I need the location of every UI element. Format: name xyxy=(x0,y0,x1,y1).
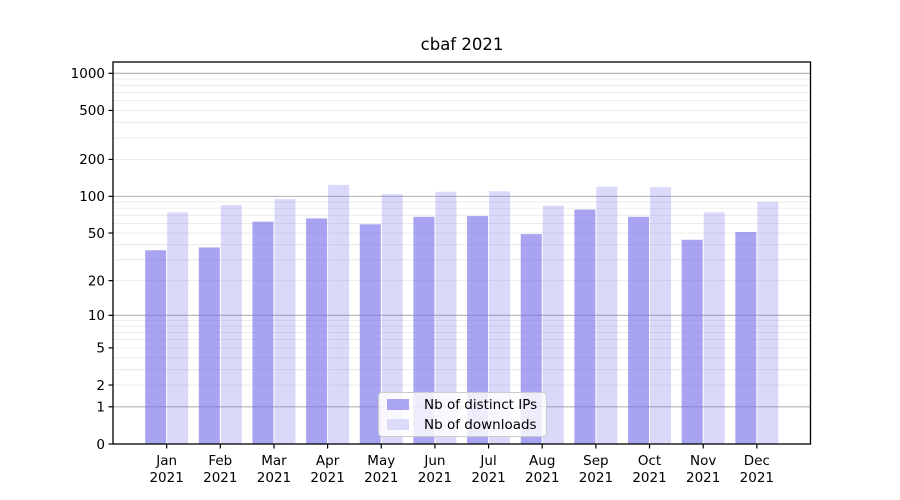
x-tick-label-year: 2021 xyxy=(686,470,720,486)
bar-distinct-ips xyxy=(628,216,650,444)
bar-downloads xyxy=(167,212,189,444)
bar-distinct-ips xyxy=(145,250,167,444)
bar-distinct-ips xyxy=(252,221,274,444)
bar-downloads xyxy=(757,201,779,444)
x-tick-label-year: 2021 xyxy=(418,470,452,486)
y-tick-label: 20 xyxy=(88,273,105,289)
x-tick-label: Jun xyxy=(423,453,445,469)
bar-distinct-ips xyxy=(467,216,489,444)
y-tick-label: 2 xyxy=(96,378,105,394)
bar-downloads xyxy=(328,184,350,444)
x-tick-label-year: 2021 xyxy=(525,470,559,486)
x-tick-label-year: 2021 xyxy=(471,470,505,486)
y-tick-label: 500 xyxy=(79,103,105,119)
bar-distinct-ips xyxy=(520,234,542,444)
bar-distinct-ips xyxy=(574,209,596,444)
x-tick-label: Dec xyxy=(744,453,770,469)
bar-distinct-ips xyxy=(681,239,703,444)
x-tick-label: Feb xyxy=(208,453,232,469)
bar-downloads xyxy=(596,186,618,445)
x-tick-label-year: 2021 xyxy=(257,470,291,486)
x-tick-label: May xyxy=(367,453,395,469)
bar-distinct-ips xyxy=(413,216,435,444)
bar-downloads xyxy=(220,204,242,444)
legend-label: Nb of downloads xyxy=(424,416,537,433)
y-tick-label: 50 xyxy=(88,226,105,242)
y-tick-label: 1000 xyxy=(71,66,105,82)
bar-distinct-ips xyxy=(359,224,381,444)
bar-downloads xyxy=(703,212,725,444)
x-tick-label-year: 2021 xyxy=(149,470,183,486)
x-tick-label: Oct xyxy=(638,453,661,469)
legend-swatch-distinct-ips xyxy=(387,399,409,410)
legend: Nb of distinct IPs Nb of downloads xyxy=(378,392,547,437)
y-tick-label: 200 xyxy=(79,152,105,168)
chart-title: cbaf 2021 xyxy=(420,35,504,54)
bar-downloads xyxy=(650,187,672,444)
bar-downloads xyxy=(489,191,511,444)
x-tick-label: Aug xyxy=(529,453,555,469)
y-tick-label: 5 xyxy=(96,341,105,357)
bar-distinct-ips xyxy=(306,218,328,444)
legend-item: Nb of downloads xyxy=(387,417,538,433)
bar-distinct-ips xyxy=(198,247,220,444)
x-tick-label: Mar xyxy=(261,453,287,469)
bar-downloads xyxy=(274,199,296,444)
legend-item: Nb of distinct IPs xyxy=(387,397,538,413)
x-tick-label: Jan xyxy=(155,453,177,469)
x-tick-label: Jul xyxy=(479,453,496,469)
y-tick-label: 100 xyxy=(79,189,105,205)
x-tick-label: Sep xyxy=(583,453,608,469)
x-tick-label-year: 2021 xyxy=(740,470,774,486)
bar-distinct-ips xyxy=(735,231,757,444)
x-tick-label-year: 2021 xyxy=(364,470,398,486)
legend-swatch-downloads xyxy=(387,419,409,430)
x-tick-label-year: 2021 xyxy=(632,470,666,486)
bar-downloads xyxy=(381,194,403,444)
plot-border xyxy=(112,61,812,445)
legend-label: Nb of distinct IPs xyxy=(424,396,538,413)
bar-downloads xyxy=(542,205,564,444)
x-tick-label-year: 2021 xyxy=(310,470,344,486)
x-tick-label: Nov xyxy=(690,453,716,469)
x-tick-label-year: 2021 xyxy=(579,470,613,486)
y-tick-label: 0 xyxy=(96,437,105,453)
x-tick-label: Apr xyxy=(316,453,340,469)
bar-downloads xyxy=(435,191,457,444)
x-tick-label-year: 2021 xyxy=(203,470,237,486)
y-tick-label: 10 xyxy=(88,308,105,324)
y-tick-label: 1 xyxy=(96,400,105,416)
